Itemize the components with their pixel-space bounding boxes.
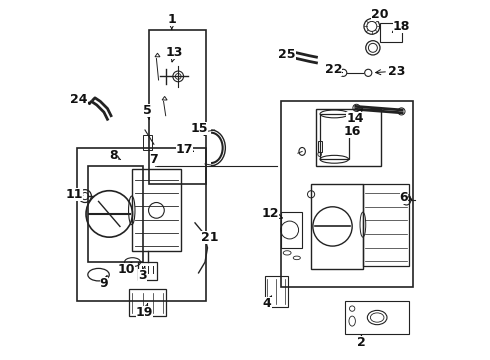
- Text: 4: 4: [263, 296, 271, 310]
- Text: 9: 9: [99, 276, 108, 290]
- Text: 14: 14: [346, 109, 364, 125]
- Text: 19: 19: [136, 304, 153, 319]
- Text: 18: 18: [392, 20, 410, 33]
- Text: 10: 10: [118, 262, 135, 276]
- Text: 15: 15: [191, 122, 208, 136]
- Text: 17: 17: [175, 143, 194, 156]
- Text: 8: 8: [110, 149, 121, 162]
- Text: 13: 13: [166, 46, 183, 62]
- Text: 11: 11: [66, 188, 83, 201]
- Text: 24: 24: [70, 93, 90, 106]
- Text: 5: 5: [144, 104, 152, 120]
- Text: 1: 1: [168, 13, 176, 30]
- Text: 2: 2: [357, 336, 366, 349]
- Text: 25: 25: [278, 48, 296, 61]
- Text: 3: 3: [138, 266, 147, 282]
- Text: 23: 23: [376, 64, 406, 77]
- Text: 22: 22: [325, 63, 343, 76]
- Text: 7: 7: [149, 153, 158, 166]
- Text: 20: 20: [371, 9, 389, 22]
- Text: 6: 6: [400, 192, 412, 204]
- Text: 21: 21: [200, 231, 218, 244]
- Text: 16: 16: [343, 125, 361, 138]
- Text: 12: 12: [261, 207, 282, 220]
